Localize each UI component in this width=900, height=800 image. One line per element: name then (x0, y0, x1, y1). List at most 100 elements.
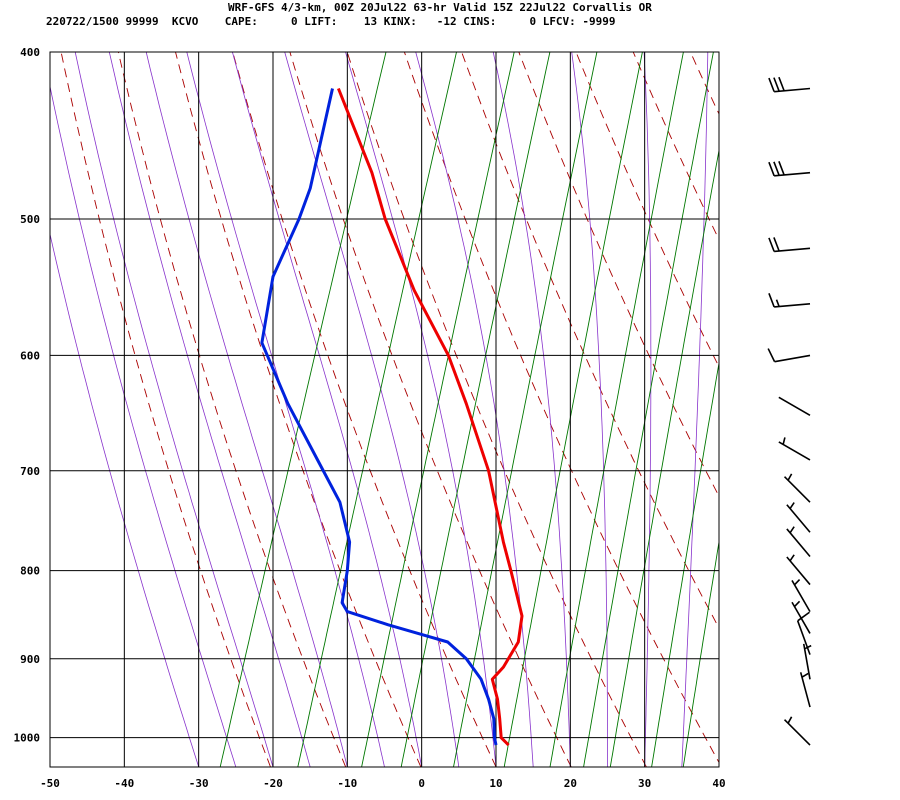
moist-adiabat-line (74, 52, 274, 767)
y-tick-label: 700 (20, 465, 40, 478)
wind-barb-feather (768, 161, 775, 177)
y-tick-label: 500 (20, 213, 40, 226)
mixing-ratio-line (503, 52, 643, 767)
wind-barb-staff (774, 171, 811, 177)
wind-barb-staff (774, 247, 811, 253)
mixing-ratio-line (583, 52, 714, 767)
wind-barb-staff (802, 643, 811, 680)
wind-barb-feather (773, 77, 780, 92)
y-tick-label: 900 (20, 653, 40, 666)
dewpoint-profile (260, 88, 498, 746)
x-tick-label: -10 (337, 777, 357, 790)
mixing-ratio-line (361, 52, 515, 767)
x-tick-label: 0 (418, 777, 425, 790)
dry-adiabat-line (60, 52, 271, 767)
dry-adiabat-line (175, 52, 422, 767)
moist-adiabat-line (50, 232, 200, 767)
grid (50, 52, 719, 767)
wind-barb (778, 396, 811, 416)
mixing-ratio-line (651, 360, 719, 767)
wind-barbs (767, 76, 812, 746)
y-tick-label: 800 (20, 565, 40, 578)
moist-adiabat-line (186, 52, 385, 767)
moist-adiabat-line (345, 52, 497, 767)
dry-adiabat-line (862, 52, 900, 767)
wind-barb-feather (768, 237, 775, 252)
chart-title: WRF-GFS 4/3-km, 00Z 20Jul22 63-hr Valid … (228, 1, 652, 14)
moist-adiabat-line (232, 52, 423, 767)
background-lines (50, 52, 900, 767)
wind-barb (783, 716, 811, 746)
wind-barb-feather (778, 76, 785, 92)
wind-barb (767, 348, 811, 363)
wind-barb-half-feather (789, 502, 795, 509)
y-tick-label: 1000 (14, 732, 41, 745)
dry-adiabat-line (805, 52, 900, 767)
dry-adiabat-line (117, 52, 347, 767)
wind-barb-feather (768, 77, 775, 92)
wind-barb-staff (796, 620, 811, 655)
mixing-ratio-line (682, 539, 719, 767)
wind-barb-staff (778, 396, 811, 416)
x-tick-label: -20 (263, 777, 283, 790)
moist-adiabat-line (643, 52, 652, 767)
dry-adiabat-line (403, 52, 719, 764)
wind-barb-staff (778, 441, 811, 461)
wind-barb-staff (783, 476, 811, 503)
wind-barb (768, 293, 811, 308)
wind-barb-feather (773, 237, 780, 252)
wind-barb-staff (774, 302, 811, 308)
wind-barb-half-feather (801, 672, 809, 678)
moist-adiabat-line (571, 52, 608, 767)
wind-barb-half-feather (789, 526, 795, 534)
wind-barb-staff (791, 601, 811, 634)
wind-barb-staff (786, 528, 811, 558)
mixing-ratio-line (453, 52, 598, 767)
moist-adiabat-line (50, 84, 237, 767)
wind-barb-half-feather (793, 578, 801, 586)
wind-barb-half-feather (789, 554, 795, 562)
wind-barb (768, 161, 811, 177)
wind-barb (786, 554, 811, 586)
wind-barb-feather (797, 611, 810, 622)
wind-barb-staff (786, 504, 811, 533)
wind-barb-staff (791, 580, 811, 613)
moist-adiabat-line (756, 52, 814, 767)
dry-adiabat-line (232, 52, 497, 767)
wind-barb-feather (778, 161, 785, 176)
axis-ticks: 400 500 600 700 800 900 1000 -50 -40 -30 -20 -10 0 10… (14, 46, 726, 790)
temperature-profile (337, 87, 524, 747)
mixing-ratio-line (609, 148, 719, 767)
mixing-ratio-line (297, 52, 457, 767)
dry-adiabat-line (575, 52, 719, 368)
wind-barb (768, 237, 811, 253)
wind-barb-half-feather (787, 473, 793, 481)
mixing-ratio-line (219, 52, 387, 767)
dry-adiabat-line (461, 52, 719, 630)
dry-adiabat-line (632, 52, 719, 241)
moist-adiabat-line (492, 52, 571, 767)
dry-adiabat-line (346, 52, 647, 767)
wind-barb (786, 502, 811, 533)
wind-barb (799, 672, 811, 708)
dry-adiabat-line (748, 52, 900, 767)
y-tick-label: 400 (20, 46, 40, 59)
x-tick-label: -30 (189, 777, 209, 790)
profiles (260, 87, 524, 747)
wind-barb-staff (783, 719, 811, 746)
dry-adiabat-line (289, 52, 572, 767)
wind-barb-staff (774, 354, 811, 363)
dry-adiabat-line (518, 52, 719, 498)
mixing-ratio-line (400, 52, 551, 767)
moist-adiabat-line (284, 52, 460, 767)
wind-barb-staff (786, 556, 811, 586)
x-tick-label: 30 (638, 777, 651, 790)
wind-barb (796, 611, 811, 655)
wind-barb (768, 76, 811, 93)
wind-barb-staff (774, 87, 811, 93)
wind-barb-half-feather (793, 600, 801, 608)
moist-adiabat-line (415, 52, 534, 767)
wind-barb-feather (773, 161, 780, 176)
sounding-indices: 220722/1500 99999 KCVO CAPE: 0 LIFT: 13 … (46, 15, 616, 28)
wind-barb-half-feather (782, 437, 786, 445)
